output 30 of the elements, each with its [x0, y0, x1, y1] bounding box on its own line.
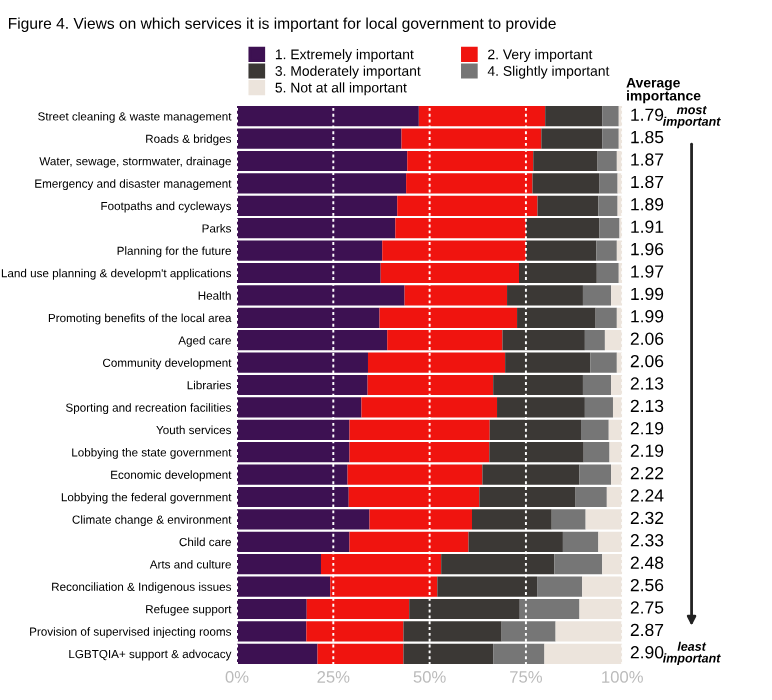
x-tick-label: 75% [510, 671, 543, 683]
x-tick-label: 100% [602, 671, 643, 683]
text: 1.79 [631, 108, 664, 121]
text: 2.48 [630, 556, 664, 569]
text: 2.06 [630, 332, 664, 345]
text: 2.13 [630, 399, 664, 413]
text: 2.90 [630, 646, 664, 659]
text: 1.87 [631, 153, 664, 166]
text: 2.32 [630, 511, 664, 525]
text: 2.56 [630, 578, 664, 592]
text: 1.99 [631, 287, 664, 301]
text: 2.06 [630, 354, 664, 368]
text: 1.89 [631, 198, 664, 211]
x-tick-label: 25% [317, 671, 350, 683]
text: 1.97 [631, 265, 664, 278]
text: 2.13 [630, 377, 664, 390]
text: 1.99 [631, 310, 664, 323]
text: 1.96 [631, 242, 664, 256]
text: 1.85 [631, 130, 664, 144]
text: 1.87 [631, 175, 664, 189]
text: 2.33 [630, 534, 664, 547]
text: 2.75 [630, 601, 664, 614]
text: 2.87 [630, 623, 664, 637]
text: 2.24 [630, 489, 664, 502]
text: 2.19 [630, 422, 664, 435]
text: 1.91 [631, 220, 664, 233]
text: 2.22 [630, 466, 664, 480]
x-tick-label: 50% [413, 671, 446, 683]
x-tick-label: 0% [225, 671, 249, 683]
text: 2.19 [630, 444, 664, 457]
